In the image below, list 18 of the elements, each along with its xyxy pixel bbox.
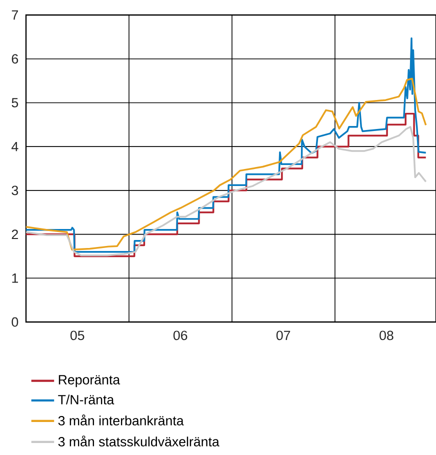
legend-label: Reporänta <box>58 375 120 388</box>
x-tick-label: 08 <box>380 330 394 340</box>
y-tick-label: 5 <box>12 98 18 108</box>
legend-label: 3 mån statsskuldväxelränta <box>58 436 220 446</box>
y-tick-label: 7 <box>12 10 18 20</box>
x-tick-label: 07 <box>276 330 290 340</box>
y-tick-label: 3 <box>12 186 18 196</box>
x-tick-label: 05 <box>70 330 84 340</box>
y-tick-label: 1 <box>12 274 18 283</box>
line-series <box>26 78 427 251</box>
x-tick-label: 06 <box>173 330 188 340</box>
y-tick-label: 2 <box>12 230 18 239</box>
y-tick-label: 0 <box>12 317 18 327</box>
y-tick-label: 4 <box>12 142 18 152</box>
y-tick-label: 6 <box>12 54 18 64</box>
legend-label: T/N-ränta <box>58 394 114 404</box>
line-series <box>26 37 427 253</box>
legend-label: 3 mån interbankränta <box>58 414 184 426</box>
